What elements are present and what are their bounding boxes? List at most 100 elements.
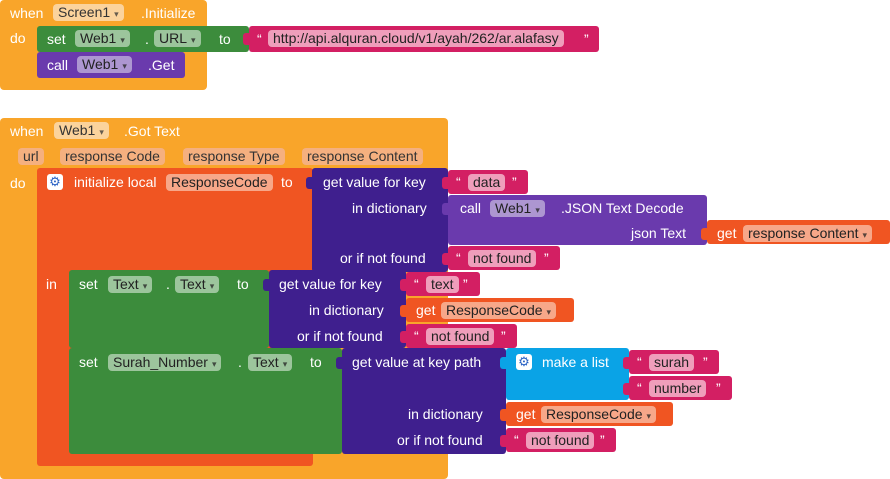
chevron-down-icon: ▾	[114, 9, 119, 19]
in-dictionary-label: in dictionary	[408, 406, 483, 422]
quote-open-icon: “	[414, 328, 419, 344]
get-value-for-key-block[interactable]	[312, 168, 448, 272]
get-response-content-dropdown[interactable]: response Content ▾	[743, 225, 873, 242]
not-found-text-field[interactable]: not found	[426, 328, 495, 345]
or-if-not-found-label: or if not found	[397, 432, 483, 448]
set-label: set	[79, 276, 98, 292]
in-dictionary-label: in dictionary	[352, 200, 427, 216]
get-responsecode-dropdown[interactable]: ResponseCode ▾	[541, 406, 657, 423]
set-property-dropdown[interactable]: Text ▾	[175, 276, 220, 293]
to-label: to	[310, 354, 322, 370]
quote-close-icon: ”	[544, 250, 549, 266]
quote-open-icon: “	[637, 380, 642, 396]
to-label: to	[281, 174, 293, 190]
get-label: get	[717, 225, 737, 241]
call-component-dropdown[interactable]: Web1 ▾	[77, 56, 132, 73]
call-component-name: Web1	[495, 200, 532, 216]
in-label: in	[46, 276, 57, 292]
chevron-down-icon: ▾	[120, 35, 125, 45]
not-found-text-field[interactable]: not found	[468, 250, 537, 267]
quote-open-icon: “	[514, 432, 519, 448]
quote-open-icon: “	[414, 276, 419, 292]
chevron-down-icon: ▾	[546, 307, 552, 317]
set-component-name: Web1	[80, 30, 117, 46]
quote-close-icon: ”	[600, 432, 605, 448]
dot-label: .	[238, 354, 242, 370]
chevron-down-icon: ▾	[122, 61, 127, 71]
quote-open-icon: “	[637, 354, 642, 370]
local-variable-name-field[interactable]: ResponseCode	[166, 174, 273, 191]
get-label: get	[416, 302, 436, 318]
to-label: to	[219, 31, 231, 47]
get-variable-name: response Content	[748, 225, 859, 241]
set-component-dropdown[interactable]: Text ▾	[108, 276, 153, 293]
chevron-down-icon: ▾	[862, 230, 868, 240]
set-component-dropdown[interactable]: Web1 ▾	[75, 30, 130, 47]
get-variable-name: ResponseCode	[446, 302, 543, 318]
set-component-name: Surah_Number	[113, 354, 208, 370]
param-response-type[interactable]: response Type	[183, 148, 285, 165]
dot-label: .	[166, 276, 170, 292]
quote-close-icon: ”	[584, 31, 589, 47]
call-label: call	[47, 57, 69, 73]
quote-close-icon: ”	[716, 380, 721, 396]
chevron-down-icon: ▾	[209, 281, 215, 291]
chevron-down-icon: ▾	[535, 205, 540, 215]
event-component-dropdown[interactable]: Web1 ▾	[54, 122, 109, 139]
chevron-down-icon: ▾	[211, 359, 217, 369]
call-component-dropdown[interactable]: Web1 ▾	[490, 200, 545, 217]
gear-icon[interactable]: ⚙	[47, 174, 63, 190]
set-web1-url-block[interactable]	[37, 26, 249, 52]
not-found-text-field[interactable]: not found	[526, 432, 595, 449]
initialize-local-label: initialize local	[74, 174, 157, 190]
set-property-dropdown[interactable]: URL ▾	[154, 30, 201, 47]
call-method-name: .Get	[148, 57, 175, 73]
event-component-dropdown[interactable]: Screen1 ▾	[53, 4, 124, 21]
param-response-code[interactable]: response Code	[60, 148, 165, 165]
set-label: set	[47, 31, 66, 47]
gear-icon[interactable]: ⚙	[516, 354, 532, 370]
or-if-not-found-label: or if not found	[297, 328, 383, 344]
set-property-name: URL	[159, 30, 188, 46]
param-url[interactable]: url	[18, 148, 44, 165]
get-responsecode-dropdown[interactable]: ResponseCode ▾	[441, 302, 557, 319]
set-property-name: Text	[253, 354, 279, 370]
set-property-name: Text	[180, 276, 206, 292]
list-item-number-field[interactable]: number	[649, 380, 707, 397]
quote-close-icon: ”	[501, 328, 506, 344]
dot-label: .	[145, 31, 149, 47]
get-value-for-key-label: get value for key	[323, 174, 426, 190]
get-label: get	[516, 406, 536, 422]
chevron-down-icon: ▾	[191, 35, 196, 45]
set-label: set	[79, 354, 98, 370]
call-label: call	[460, 200, 482, 216]
set-text-text-block[interactable]	[69, 270, 269, 348]
chevron-down-icon: ▾	[646, 411, 652, 421]
set-property-dropdown[interactable]: Text ▾	[248, 354, 293, 371]
make-a-list-label: make a list	[542, 354, 609, 370]
quote-close-icon: ”	[512, 174, 517, 190]
key-text-text-field[interactable]: text	[426, 276, 459, 293]
param-response-content[interactable]: response Content	[302, 148, 423, 165]
event-name: .Initialize	[141, 5, 196, 21]
or-if-not-found-label: or if not found	[340, 250, 426, 266]
do-label: do	[10, 30, 26, 46]
event-component-name: Web1	[59, 122, 96, 138]
url-text-field[interactable]: http://api.alquran.cloud/v1/ayah/262/ar.…	[268, 30, 564, 47]
json-text-label: json Text	[631, 225, 686, 241]
event-name: .Got Text	[124, 123, 180, 139]
quote-open-icon: “	[456, 174, 461, 190]
get-variable-name: ResponseCode	[546, 406, 643, 422]
chevron-down-icon: ▾	[142, 281, 148, 291]
get-value-at-key-path-block[interactable]	[342, 348, 506, 454]
get-value-at-key-path-label: get value at key path	[352, 354, 482, 370]
quote-open-icon: “	[456, 250, 461, 266]
call-component-name: Web1	[82, 56, 119, 72]
set-component-dropdown[interactable]: Surah_Number ▾	[108, 354, 222, 371]
chevron-down-icon: ▾	[282, 359, 288, 369]
do-label: do	[10, 175, 26, 191]
list-item-surah-field[interactable]: surah	[649, 354, 695, 371]
get-value-for-key-block-2[interactable]	[269, 270, 406, 348]
key-data-text-field[interactable]: data	[468, 174, 506, 191]
chevron-down-icon: ▾	[99, 127, 104, 137]
